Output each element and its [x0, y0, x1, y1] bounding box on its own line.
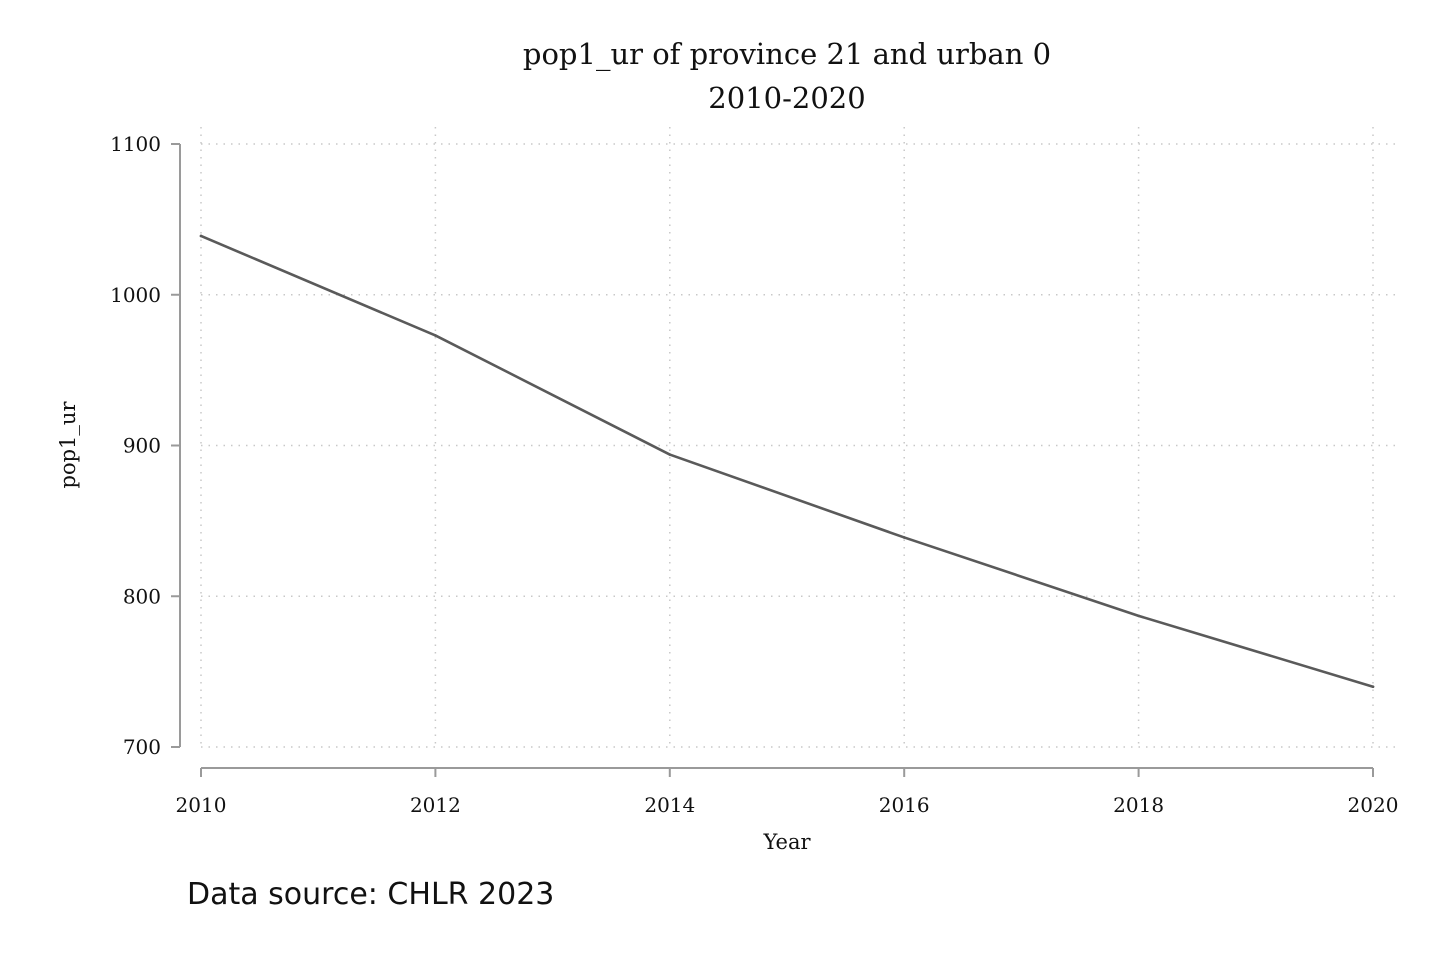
y-tick-label: 900 — [123, 434, 161, 458]
chart-title: pop1_ur of province 21 and urban 0 — [523, 37, 1051, 72]
data-point — [1371, 685, 1375, 688]
y-tick-label: 1000 — [110, 283, 161, 307]
x-tick-label: 2010 — [176, 793, 227, 817]
x-tick-label: 2018 — [1113, 793, 1164, 817]
grid-layer — [200, 127, 1396, 748]
x-tick-label: 2020 — [1348, 793, 1399, 817]
data-point — [668, 453, 672, 456]
y-tick-label: 1100 — [110, 132, 161, 156]
data-point — [199, 234, 203, 238]
series-layer — [199, 234, 1375, 689]
x-tick-label: 2016 — [879, 793, 930, 817]
x-tick-label: 2014 — [644, 793, 695, 817]
chart-subtitle: 2010-2020 — [708, 81, 865, 115]
data-source-note: Data source: CHLR 2023 — [187, 877, 554, 912]
series-line — [199, 234, 1375, 689]
x-tick-label: 2012 — [410, 793, 461, 817]
data-point — [434, 334, 437, 337]
y-tick-label: 700 — [123, 735, 161, 759]
data-point — [902, 536, 906, 539]
y-axis-title: pop1_ur — [56, 401, 80, 489]
axis-layer: 700 800 900 1000 1100 2010 2012 2014 2016 2018 202… — [110, 132, 1398, 817]
data-point — [1137, 614, 1140, 618]
y-tick-label: 800 — [123, 584, 161, 608]
x-axis-title: Year — [762, 830, 811, 854]
